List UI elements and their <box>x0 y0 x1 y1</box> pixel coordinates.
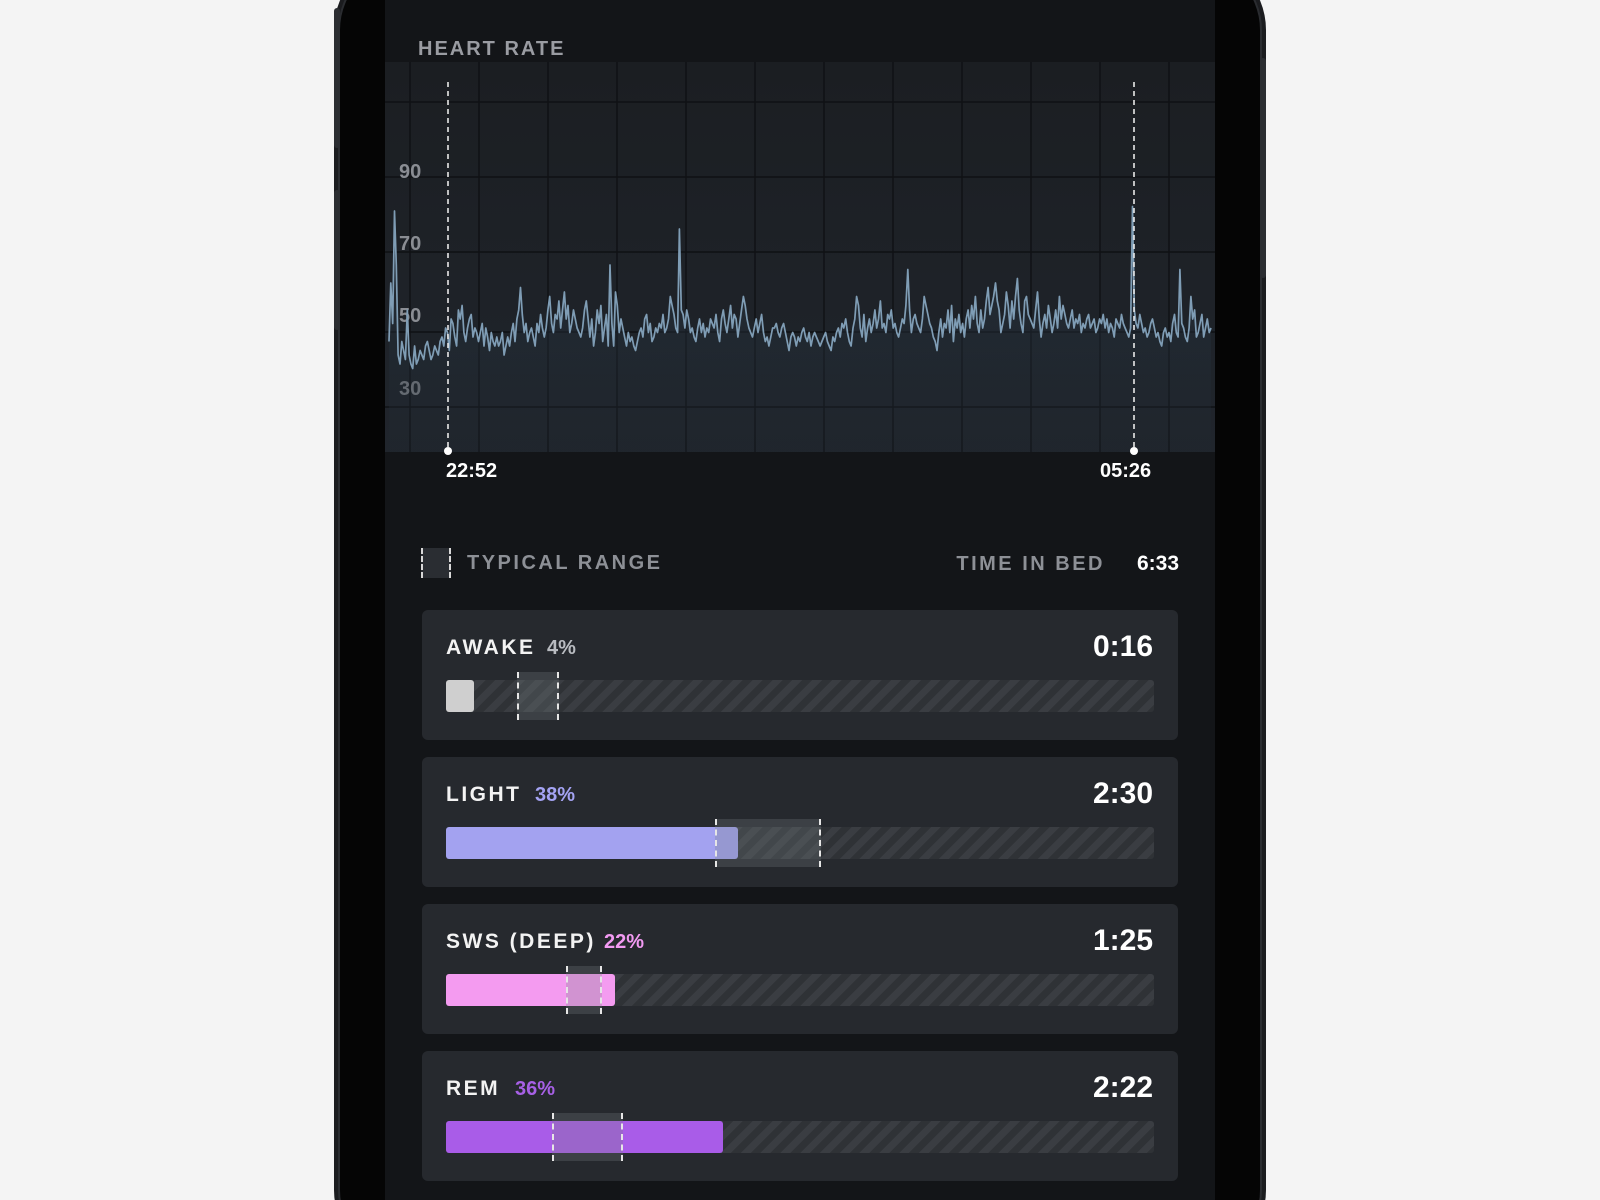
stage-percent: 38% <box>535 784 576 806</box>
sleep-start-dot <box>444 447 452 455</box>
y-tick-label: 50 <box>399 305 421 327</box>
stage-percent: 22% <box>604 931 645 953</box>
typical-range-marker <box>552 1113 623 1161</box>
stage-percent: 4% <box>547 637 576 659</box>
heart-rate-line <box>388 205 1212 370</box>
stage-name: LIGHT <box>446 783 522 806</box>
stage-bar-fill <box>446 827 738 859</box>
stage-duration: 1:25 <box>1092 924 1153 957</box>
stage-bar-track <box>446 966 1154 1014</box>
stage-bar-track <box>446 1113 1154 1161</box>
phone-power-button <box>1260 58 1266 278</box>
typical-range-label: TYPICAL RANGE <box>467 552 663 574</box>
stage-bar-fill <box>446 680 474 712</box>
stage-card-light[interactable]: LIGHT 38% 2:30 <box>422 757 1178 887</box>
stage-card-rem[interactable]: REM 36% 2:22 <box>422 1051 1178 1181</box>
stage-name: SWS (DEEP) <box>446 930 596 953</box>
sleep-end-dot <box>1130 447 1138 455</box>
sleep-end-time: 05:26 <box>1100 460 1152 482</box>
heart-rate-title: HEART RATE <box>418 38 566 60</box>
stage-percent: 36% <box>515 1078 556 1100</box>
stage-duration: 2:30 <box>1092 777 1153 810</box>
stage-card-deep[interactable]: SWS (DEEP) 22% 1:25 <box>422 904 1178 1034</box>
stage-name: AWAKE <box>446 636 536 659</box>
heart-rate-chart-svg: 90705030 <box>385 62 1215 455</box>
typical-range-marker <box>517 672 559 720</box>
stage-card-awake[interactable]: AWAKE 4% 0:16 <box>422 610 1178 740</box>
app-screen: HEART RATE 90705030 22:52 05:26 TY <box>385 0 1215 1200</box>
stage-bar-track <box>446 672 1154 720</box>
typical-range-marker <box>715 819 821 867</box>
heart-rate-chart[interactable]: 90705030 22:52 05:26 <box>385 62 1215 512</box>
time-in-bed-label: TIME IN BED <box>956 553 1105 575</box>
typical-range-marker <box>566 966 602 1014</box>
phone-volume-button <box>334 190 340 330</box>
stage-duration: 0:16 <box>1092 630 1153 663</box>
y-tick-label: 70 <box>399 233 421 255</box>
y-tick-label: 90 <box>399 161 421 183</box>
stage-duration: 2:22 <box>1092 1071 1153 1104</box>
phone-mute-switch <box>334 8 340 148</box>
heart-rate-area <box>389 206 1211 452</box>
stage-bar-fill <box>446 974 615 1006</box>
stage-name: REM <box>446 1077 501 1100</box>
time-in-bed-value: 6:33 <box>1136 552 1179 575</box>
typical-range-swatch <box>421 548 451 578</box>
stage-bar-fill <box>446 1121 723 1153</box>
sleep-start-time: 22:52 <box>446 460 498 482</box>
stage-bar-track <box>446 819 1154 867</box>
